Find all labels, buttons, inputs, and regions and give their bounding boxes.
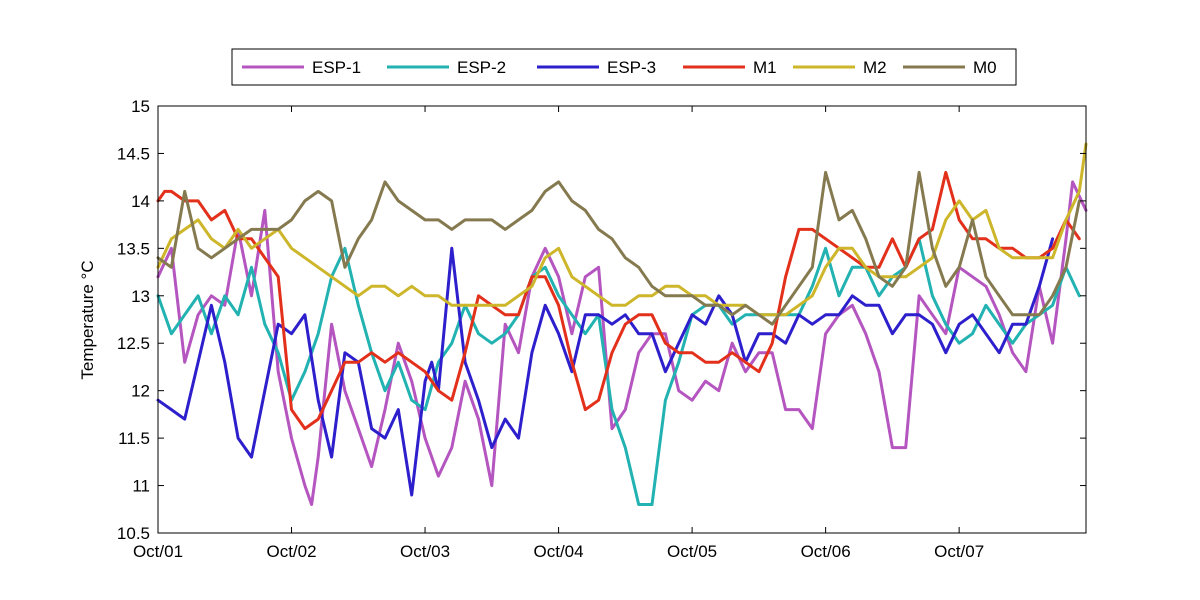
- series-line-esp-1: [156, 180, 1088, 506]
- y-tick-label: 12: [131, 382, 150, 401]
- x-axis: Oct/01 Oct/02 Oct/03 Oct/04 Oct/05 Oct/06 Oct/…: [133, 106, 984, 561]
- x-tick-label: Oct/05: [667, 542, 717, 561]
- y-tick-label: 11: [132, 477, 150, 496]
- legend-label-m0: M0: [973, 58, 997, 77]
- x-tick-label: Oct/02: [266, 542, 316, 561]
- series-line-esp-3: [156, 237, 1055, 497]
- y-axis-label: Temperature °C: [78, 260, 97, 379]
- legend-box: [231, 48, 1017, 86]
- x-tick-label: Oct/04: [534, 542, 584, 561]
- legend-label-esp-1: ESP-1: [312, 58, 361, 77]
- series-line-m1: [156, 170, 1081, 431]
- legend-label-m1: M1: [753, 58, 777, 77]
- y-tick-label: 11.5: [118, 429, 150, 448]
- y-tick-label: 10.5: [117, 524, 150, 543]
- plot-frame: [157, 105, 1087, 534]
- plot-area: [158, 106, 1086, 533]
- legend-label-esp-2: ESP-2: [457, 58, 506, 77]
- x-tick-label: Oct/01: [133, 542, 183, 561]
- legend-label-m2: M2: [863, 58, 887, 77]
- y-tick-label: 14.5: [117, 144, 150, 163]
- x-tick-label: Oct/07: [934, 542, 984, 561]
- series-line-m2: [156, 142, 1088, 317]
- y-tick-label: 14: [131, 192, 150, 211]
- x-tick-label: Oct/06: [801, 542, 851, 561]
- y-axis: 10.5 11 11.5 12 12.5 13 13.5 14 14.5 15: [117, 97, 1086, 543]
- y-tick-label: 13: [131, 287, 150, 306]
- series-line-m0: [156, 170, 1081, 326]
- legend-label-esp-3: ESP-3: [607, 58, 656, 77]
- legend: ESP-1 ESP-2 ESP-3 M1 M2 M0: [231, 48, 1017, 86]
- series-layer: [156, 142, 1088, 506]
- y-tick-label: 13.5: [117, 239, 150, 258]
- y-tick-label: 12.5: [117, 334, 150, 353]
- x-tick-label: Oct/03: [400, 542, 450, 561]
- y-tick-label: 15: [131, 97, 150, 116]
